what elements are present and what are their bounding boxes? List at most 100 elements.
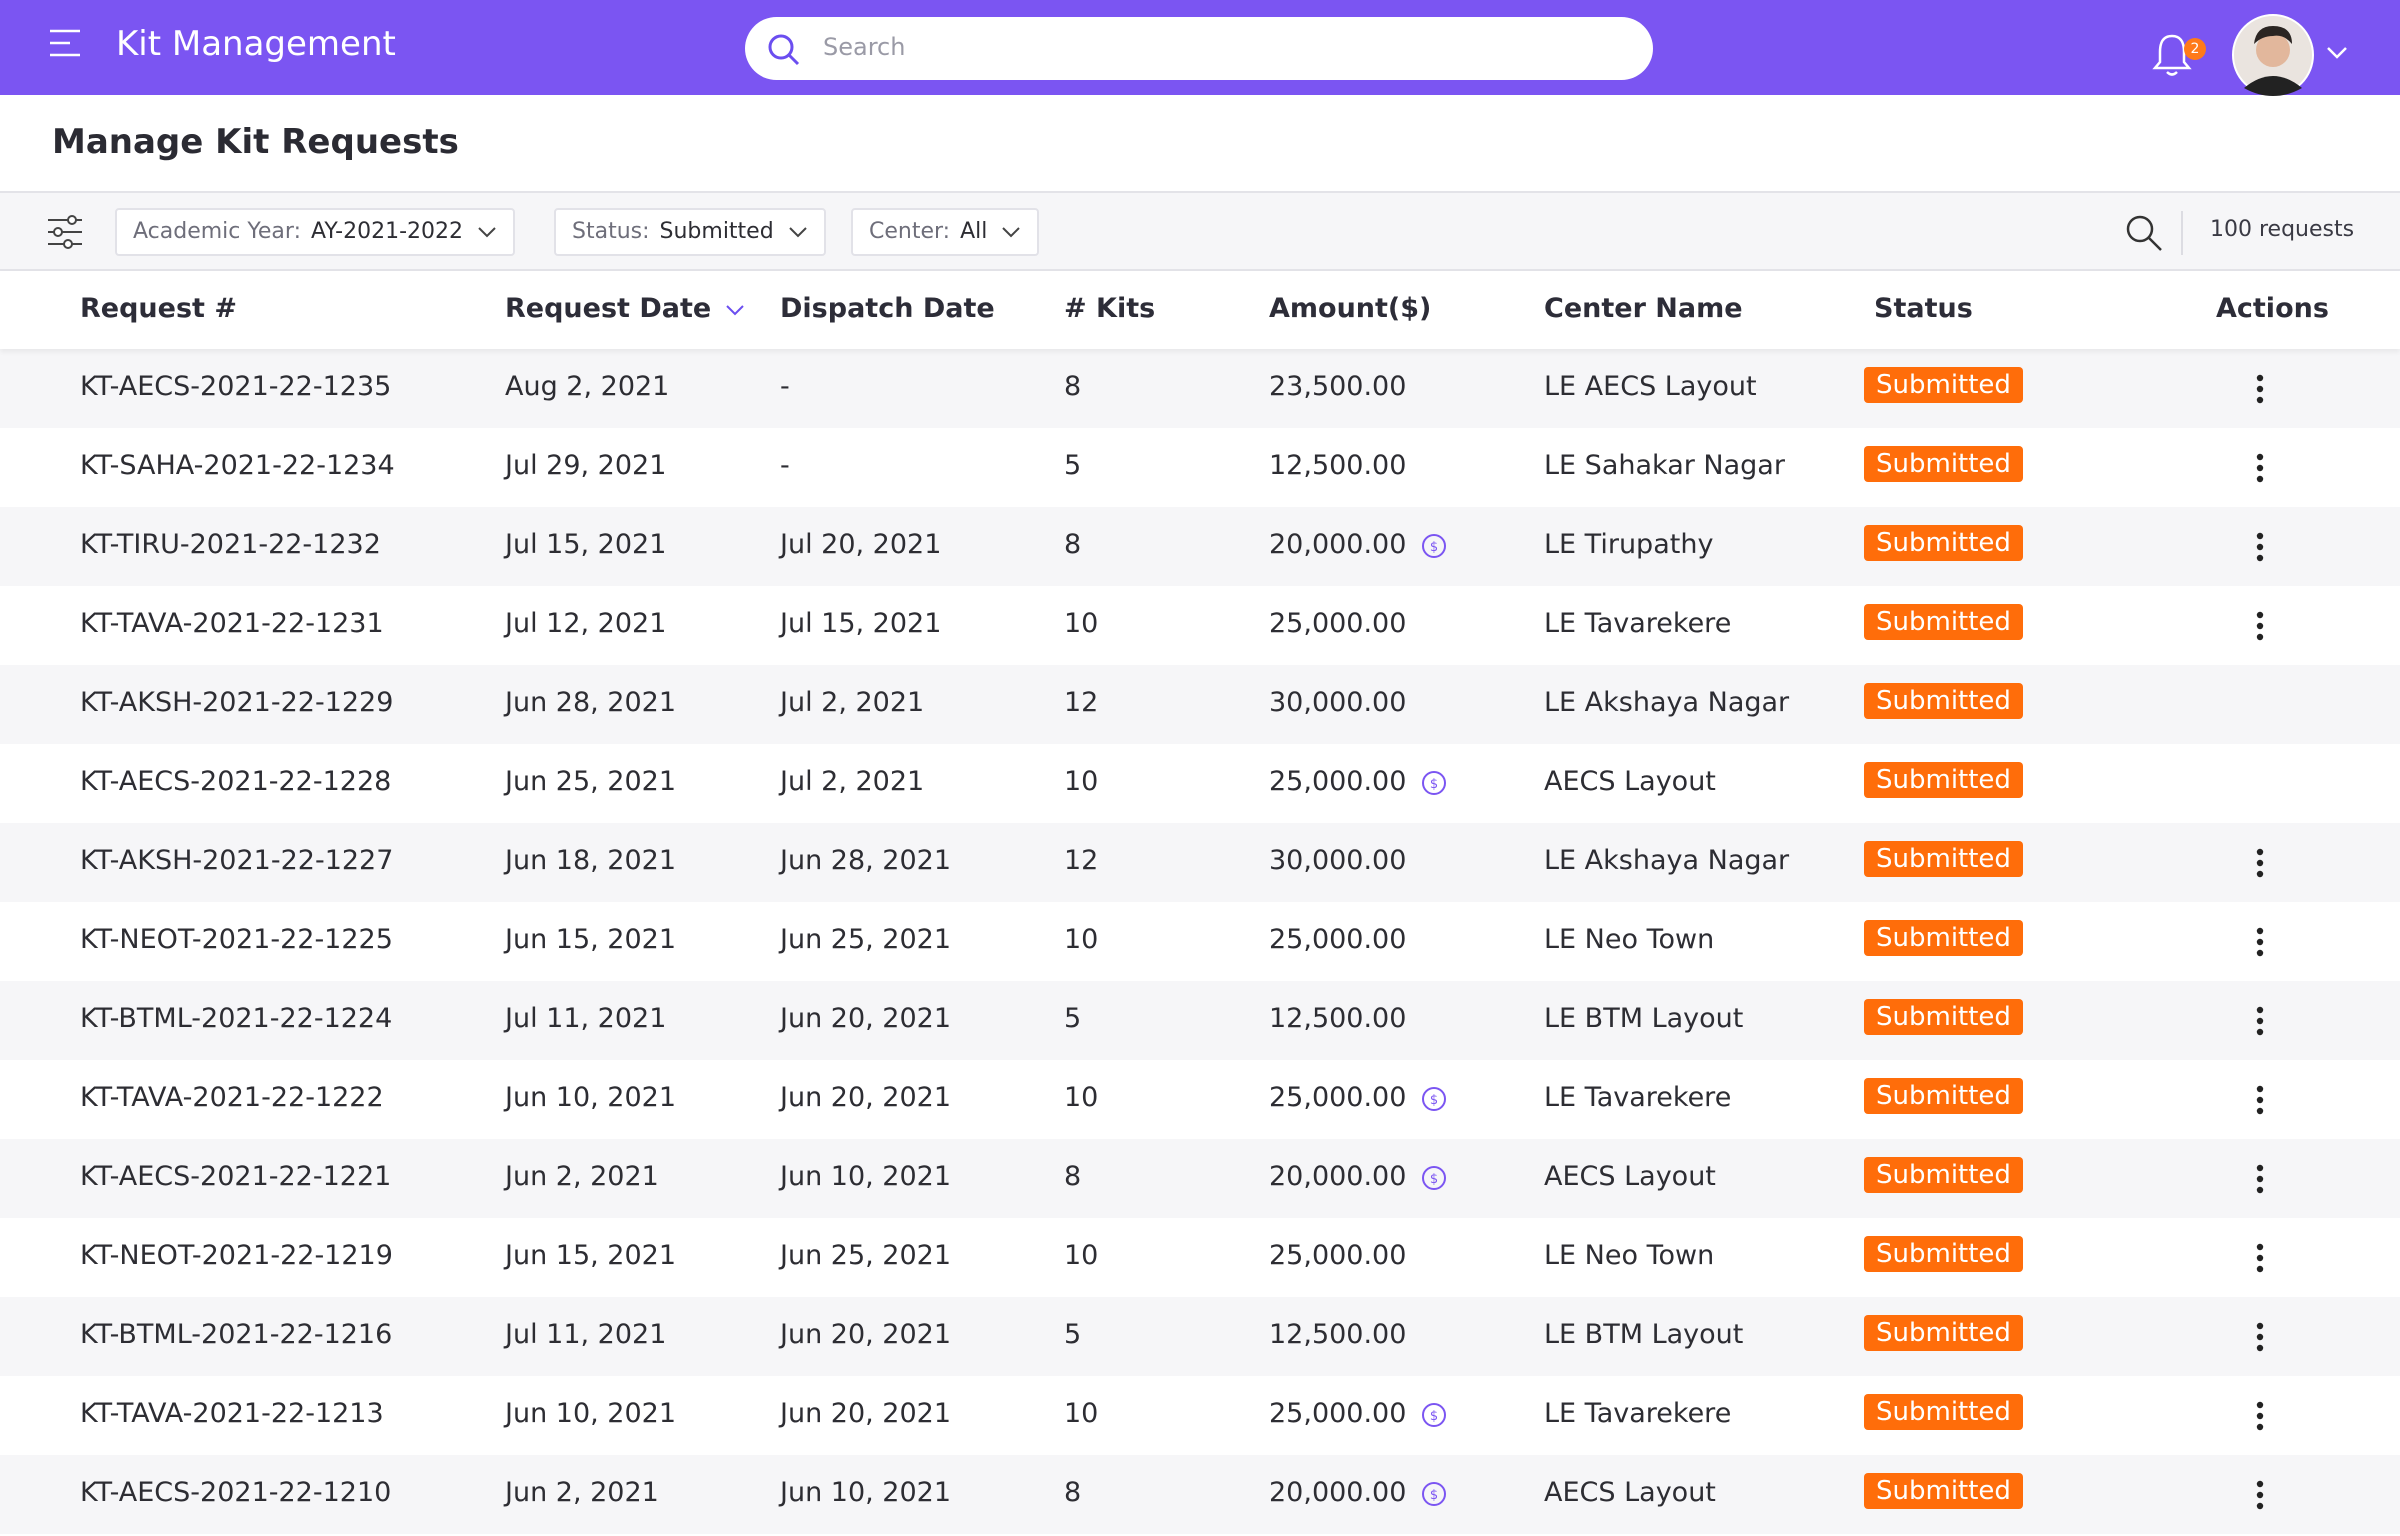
svg-text:$: $	[1430, 777, 1438, 792]
status-badge: Submitted	[1864, 446, 2023, 482]
table-cell: LE BTM Layout	[1544, 1319, 1744, 1350]
table-cell: Jun 10, 2021	[505, 1082, 677, 1113]
menu-icon[interactable]	[48, 28, 82, 58]
table-cell: 10	[1064, 1240, 1099, 1271]
table-cell: Jun 2, 2021	[505, 1161, 659, 1192]
actions-menu[interactable]	[2248, 1398, 2272, 1434]
table-cell: 12,500.00	[1269, 1319, 1407, 1350]
table-cell: Jun 20, 2021	[780, 1003, 952, 1034]
actions-menu[interactable]	[2248, 371, 2272, 407]
actions-menu[interactable]	[2248, 1003, 2272, 1039]
table-row: KT-AKSH-2021-22-1229 Jun 28, 2021 Jul 2, 2…	[0, 665, 2400, 744]
table-cell: Jun 25, 2021	[780, 924, 952, 955]
bell-icon[interactable]	[2150, 30, 2194, 78]
table-cell: Jun 20, 2021	[780, 1319, 952, 1350]
table-cell: 8	[1064, 1477, 1082, 1508]
status-badge: Submitted	[1864, 1236, 2023, 1272]
table-cell: Jun 15, 2021	[505, 924, 677, 955]
column-header: Actions	[2216, 293, 2329, 324]
status-cell: Submitted	[1864, 841, 2023, 877]
status-cell: Submitted	[1864, 525, 2023, 561]
table-cell: 20,000.00 $	[1269, 1161, 1448, 1192]
table-cell: 10	[1064, 608, 1099, 639]
table-cell: KT-NEOT-2021-22-1225	[80, 924, 393, 955]
table-cell: 20,000.00 $	[1269, 1477, 1448, 1508]
table-cell: Jun 28, 2021	[505, 687, 677, 718]
search-icon	[768, 34, 800, 66]
table-cell: 5	[1064, 1003, 1082, 1034]
table-cell: Jul 12, 2021	[505, 608, 667, 639]
table-cell: 8	[1064, 371, 1082, 402]
payment-icon[interactable]: $	[1420, 532, 1448, 560]
column-header: Request #	[80, 293, 237, 324]
notification-badge: 2	[2184, 38, 2206, 60]
payment-icon[interactable]: $	[1420, 1085, 1448, 1113]
table-cell: Jul 15, 2021	[780, 608, 942, 639]
table-row: KT-AECS-2021-22-1221 Jun 2, 2021 Jun 10, 2…	[0, 1139, 2400, 1218]
table-cell: KT-AKSH-2021-22-1227	[80, 845, 394, 876]
filter-dropdown[interactable]: Academic Year: AY-2021-2022	[115, 208, 516, 256]
divider	[2181, 211, 2183, 255]
table-cell: KT-SAHA-2021-22-1234	[80, 450, 395, 481]
table-cell: 30,000.00	[1269, 845, 1407, 876]
status-badge: Submitted	[1864, 525, 2023, 561]
payment-icon[interactable]: $	[1420, 1164, 1448, 1192]
actions-menu[interactable]	[2248, 1161, 2272, 1197]
table-cell: Jun 15, 2021	[505, 1240, 677, 1271]
actions-menu[interactable]	[2248, 1477, 2272, 1513]
table-cell: -	[780, 371, 790, 402]
status-badge: Submitted	[1864, 1315, 2023, 1351]
table-cell: 25,000.00 $	[1269, 766, 1448, 797]
status-cell: Submitted	[1864, 920, 2023, 956]
payment-icon[interactable]: $	[1420, 1401, 1448, 1429]
table-cell: 5	[1064, 1319, 1082, 1350]
table-row: KT-AKSH-2021-22-1227 Jun 18, 2021 Jun 28, …	[0, 823, 2400, 902]
table-cell: 20,000.00 $	[1269, 529, 1448, 560]
actions-menu[interactable]	[2248, 450, 2272, 486]
actions-menu[interactable]	[2248, 845, 2272, 881]
table-cell: LE Neo Town	[1544, 1240, 1715, 1271]
actions-menu[interactable]	[2248, 529, 2272, 565]
column-header[interactable]: Request Date	[505, 293, 745, 324]
payment-icon[interactable]: $	[1420, 769, 1448, 797]
table-cell: AECS Layout	[1544, 1477, 1716, 1508]
search-box[interactable]: Search	[745, 17, 1653, 80]
status-cell: Submitted	[1864, 604, 2023, 640]
status-cell: Submitted	[1864, 1315, 2023, 1351]
actions-menu[interactable]	[2248, 1319, 2272, 1355]
table-cell: Jul 2, 2021	[780, 687, 925, 718]
table-search-icon[interactable]	[2124, 213, 2164, 253]
filter-dropdown[interactable]: Status: Submitted	[554, 208, 826, 256]
table-row: KT-TIRU-2021-22-1232 Jul 15, 2021 Jul 20, …	[0, 507, 2400, 586]
status-cell: Submitted	[1864, 1236, 2023, 1272]
filter-value: AY-2021-2022	[310, 219, 464, 244]
avatar[interactable]	[2232, 14, 2314, 96]
payment-icon[interactable]: $	[1420, 1480, 1448, 1508]
actions-menu[interactable]	[2248, 924, 2272, 960]
table-row: KT-SAHA-2021-22-1234 Jul 29, 2021 - 5 12,500…	[0, 428, 2400, 507]
actions-menu[interactable]	[2248, 1240, 2272, 1276]
table-cell: 25,000.00 $	[1269, 1398, 1448, 1429]
profile-chevron[interactable]	[2326, 46, 2348, 60]
table-cell: KT-TAVA-2021-22-1231	[80, 608, 384, 639]
table-row: KT-AECS-2021-22-1235 Aug 2, 2021 - 8 23,500.…	[0, 349, 2400, 428]
table-cell: Jul 15, 2021	[505, 529, 667, 560]
table-cell: LE AECS Layout	[1544, 371, 1757, 402]
table-row: KT-AECS-2021-22-1210 Jun 2, 2021 Jun 10, 2…	[0, 1455, 2400, 1534]
status-badge: Submitted	[1864, 999, 2023, 1035]
top-bar: Kit Management Search 2	[0, 0, 2400, 96]
svg-text:$: $	[1430, 1488, 1438, 1503]
svg-text:$: $	[1430, 1409, 1438, 1424]
table-cell: Jun 10, 2021	[780, 1161, 952, 1192]
table-cell: LE Akshaya Nagar	[1544, 687, 1790, 718]
actions-menu[interactable]	[2248, 608, 2272, 644]
table-cell: 25,000.00	[1269, 1240, 1407, 1271]
filter-icon[interactable]	[46, 213, 84, 251]
app-title: Kit Management	[116, 24, 396, 64]
filter-dropdown[interactable]: Center: All	[851, 208, 1040, 256]
status-badge: Submitted	[1864, 1078, 2023, 1114]
actions-menu[interactable]	[2248, 1082, 2272, 1118]
table-cell: KT-TAVA-2021-22-1213	[80, 1398, 384, 1429]
table-cell: KT-TIRU-2021-22-1232	[80, 529, 381, 560]
